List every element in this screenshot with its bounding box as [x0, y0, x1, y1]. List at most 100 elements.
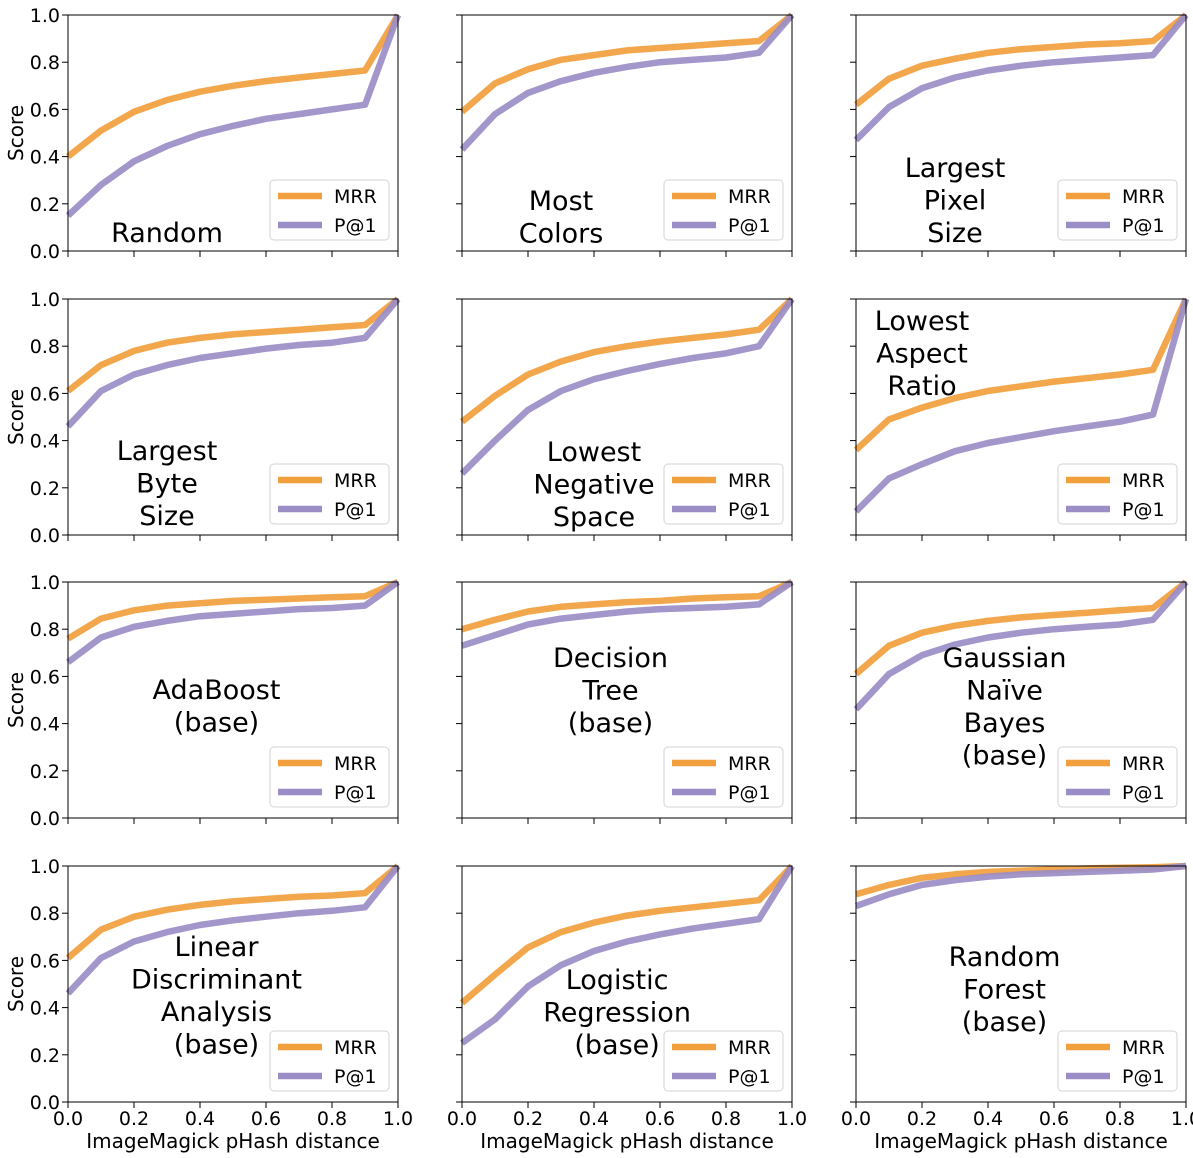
legend-mrr-label: MRR: [1122, 186, 1165, 208]
legend-mrr-label: MRR: [334, 1037, 377, 1059]
x-tick-label: 0.0: [447, 1108, 477, 1130]
axes-frame: [855, 298, 1187, 536]
panel-title-line: Bayes: [964, 708, 1046, 739]
x-axis-label: ImageMagick pHash distance: [480, 1129, 774, 1153]
panel-title-line: Random: [949, 942, 1061, 973]
p1-series-line: [66, 579, 400, 665]
y-tick-label: 0.6: [30, 950, 60, 972]
legend: MRR P@1: [269, 1030, 390, 1092]
legend-p1-label: P@1: [728, 215, 771, 237]
panel-title-line: Analysis: [161, 997, 272, 1028]
panel-title-line: (base): [174, 1030, 259, 1061]
panel-title-line: Lowest: [547, 437, 641, 468]
legend-p1-label: P@1: [334, 499, 377, 521]
panel-title-line: Naïve: [966, 676, 1043, 707]
mrr-series-line: [66, 579, 400, 642]
x-tick-label: 0.4: [185, 1108, 215, 1130]
legend-mrr-label: MRR: [334, 186, 377, 208]
legend: MRR P@1: [1057, 1030, 1178, 1092]
p1-series-line: [459, 297, 795, 476]
y-tick-label: 0.8: [30, 903, 60, 925]
p1-series-line: [65, 296, 401, 429]
y-axis-label: Score: [4, 389, 28, 445]
x-tick-label: 0.4: [973, 1108, 1003, 1130]
legend: MRR P@1: [269, 746, 390, 808]
y-tick-label: 0.6: [30, 666, 60, 688]
panel-title-line: (base): [174, 708, 259, 739]
x-axis-label: ImageMagick pHash distance: [86, 1129, 380, 1153]
y-axis-label: Score: [4, 105, 28, 161]
panel-title-line: Largest: [117, 436, 218, 467]
y-tick-label: 0.2: [30, 1045, 60, 1067]
legend: MRR P@1: [663, 746, 784, 808]
y-axis-label: Score: [4, 672, 28, 728]
panel-title-line: Space: [553, 502, 635, 533]
axes-frame: [67, 865, 399, 1103]
axes-frame: [461, 298, 793, 536]
panel-title-line: Ratio: [887, 371, 956, 402]
legend-mrr-label: MRR: [728, 470, 771, 492]
legend-mrr-label: MRR: [728, 1037, 771, 1059]
panel-title-line: (base): [574, 1030, 659, 1061]
panel-title-line: Most: [529, 186, 593, 217]
p1-series-line: [65, 863, 401, 996]
legend: MRR P@1: [269, 463, 390, 525]
y-tick-label: 0.4: [30, 998, 60, 1020]
x-tick-label: 1.0: [777, 1108, 807, 1130]
mrr-series-line: [459, 863, 795, 1006]
subplot-panel: 0.0 0.2 0.4 0.6 0.8 1.0 0.0 0.2 0.4 0.6 0.8 1.0 Scor…: [4, 856, 413, 1153]
subplot-panel: 0.0 0.2 0.4 0.6 0.8 1.0 Score Random MRR P@1: [4, 5, 402, 263]
legend-mrr-label: MRR: [334, 470, 377, 492]
p1-series-line: [461, 579, 794, 649]
p1-series-line: [459, 12, 795, 152]
legend-p1-label: P@1: [334, 782, 377, 804]
panel-title-line: Random: [111, 218, 223, 249]
legend-mrr-label: MRR: [728, 186, 771, 208]
panel-title-line: Logistic: [566, 965, 669, 996]
mrr-series-line: [65, 296, 401, 394]
panel-title-line: Forest: [963, 975, 1046, 1006]
y-axis-label: Score: [4, 956, 28, 1012]
x-tick-label: 0.2: [907, 1108, 937, 1130]
y-tick-label: 0.4: [30, 147, 60, 169]
axes-frame: [67, 581, 399, 819]
legend: MRR P@1: [1057, 463, 1178, 525]
legend: MRR P@1: [1057, 179, 1178, 241]
legend-p1-label: P@1: [728, 782, 771, 804]
axes-frame: [67, 14, 399, 252]
mrr-series-line: [853, 297, 1189, 453]
panel-title-line: (base): [962, 1007, 1047, 1038]
legend-mrr-label: MRR: [1122, 470, 1165, 492]
panel-title-line: Pixel: [924, 186, 986, 217]
mrr-series-line: [461, 579, 794, 633]
x-tick-label: 0.6: [251, 1108, 281, 1130]
mrr-series-line: [853, 579, 1189, 677]
y-tick-label: 0.6: [30, 99, 60, 121]
p1-series-line: [853, 579, 1189, 712]
y-tick-label: 1.0: [30, 289, 60, 311]
axes-frame: [461, 865, 793, 1103]
p1-series-line: [854, 862, 1187, 910]
legend-p1-label: P@1: [334, 1066, 377, 1088]
panel-title-line: Regression: [543, 998, 691, 1029]
x-tick-label: 0.6: [645, 1108, 675, 1130]
y-tick-label: 0.4: [30, 431, 60, 453]
mrr-series-line: [459, 12, 795, 115]
y-tick-label: 0.4: [30, 714, 60, 736]
legend-p1-label: P@1: [1122, 215, 1165, 237]
y-tick-label: 0.0: [30, 241, 60, 263]
legend-mrr-label: MRR: [1122, 1037, 1165, 1059]
legend-p1-label: P@1: [1122, 499, 1165, 521]
mrr-series-line: [65, 863, 401, 961]
legend: MRR P@1: [663, 179, 784, 241]
panel-title-line: Decision: [553, 643, 668, 674]
panel-title-line: Colors: [519, 219, 604, 250]
y-tick-label: 0.2: [30, 194, 60, 216]
axes-frame: [461, 581, 793, 819]
mrr-series-line: [65, 13, 401, 160]
